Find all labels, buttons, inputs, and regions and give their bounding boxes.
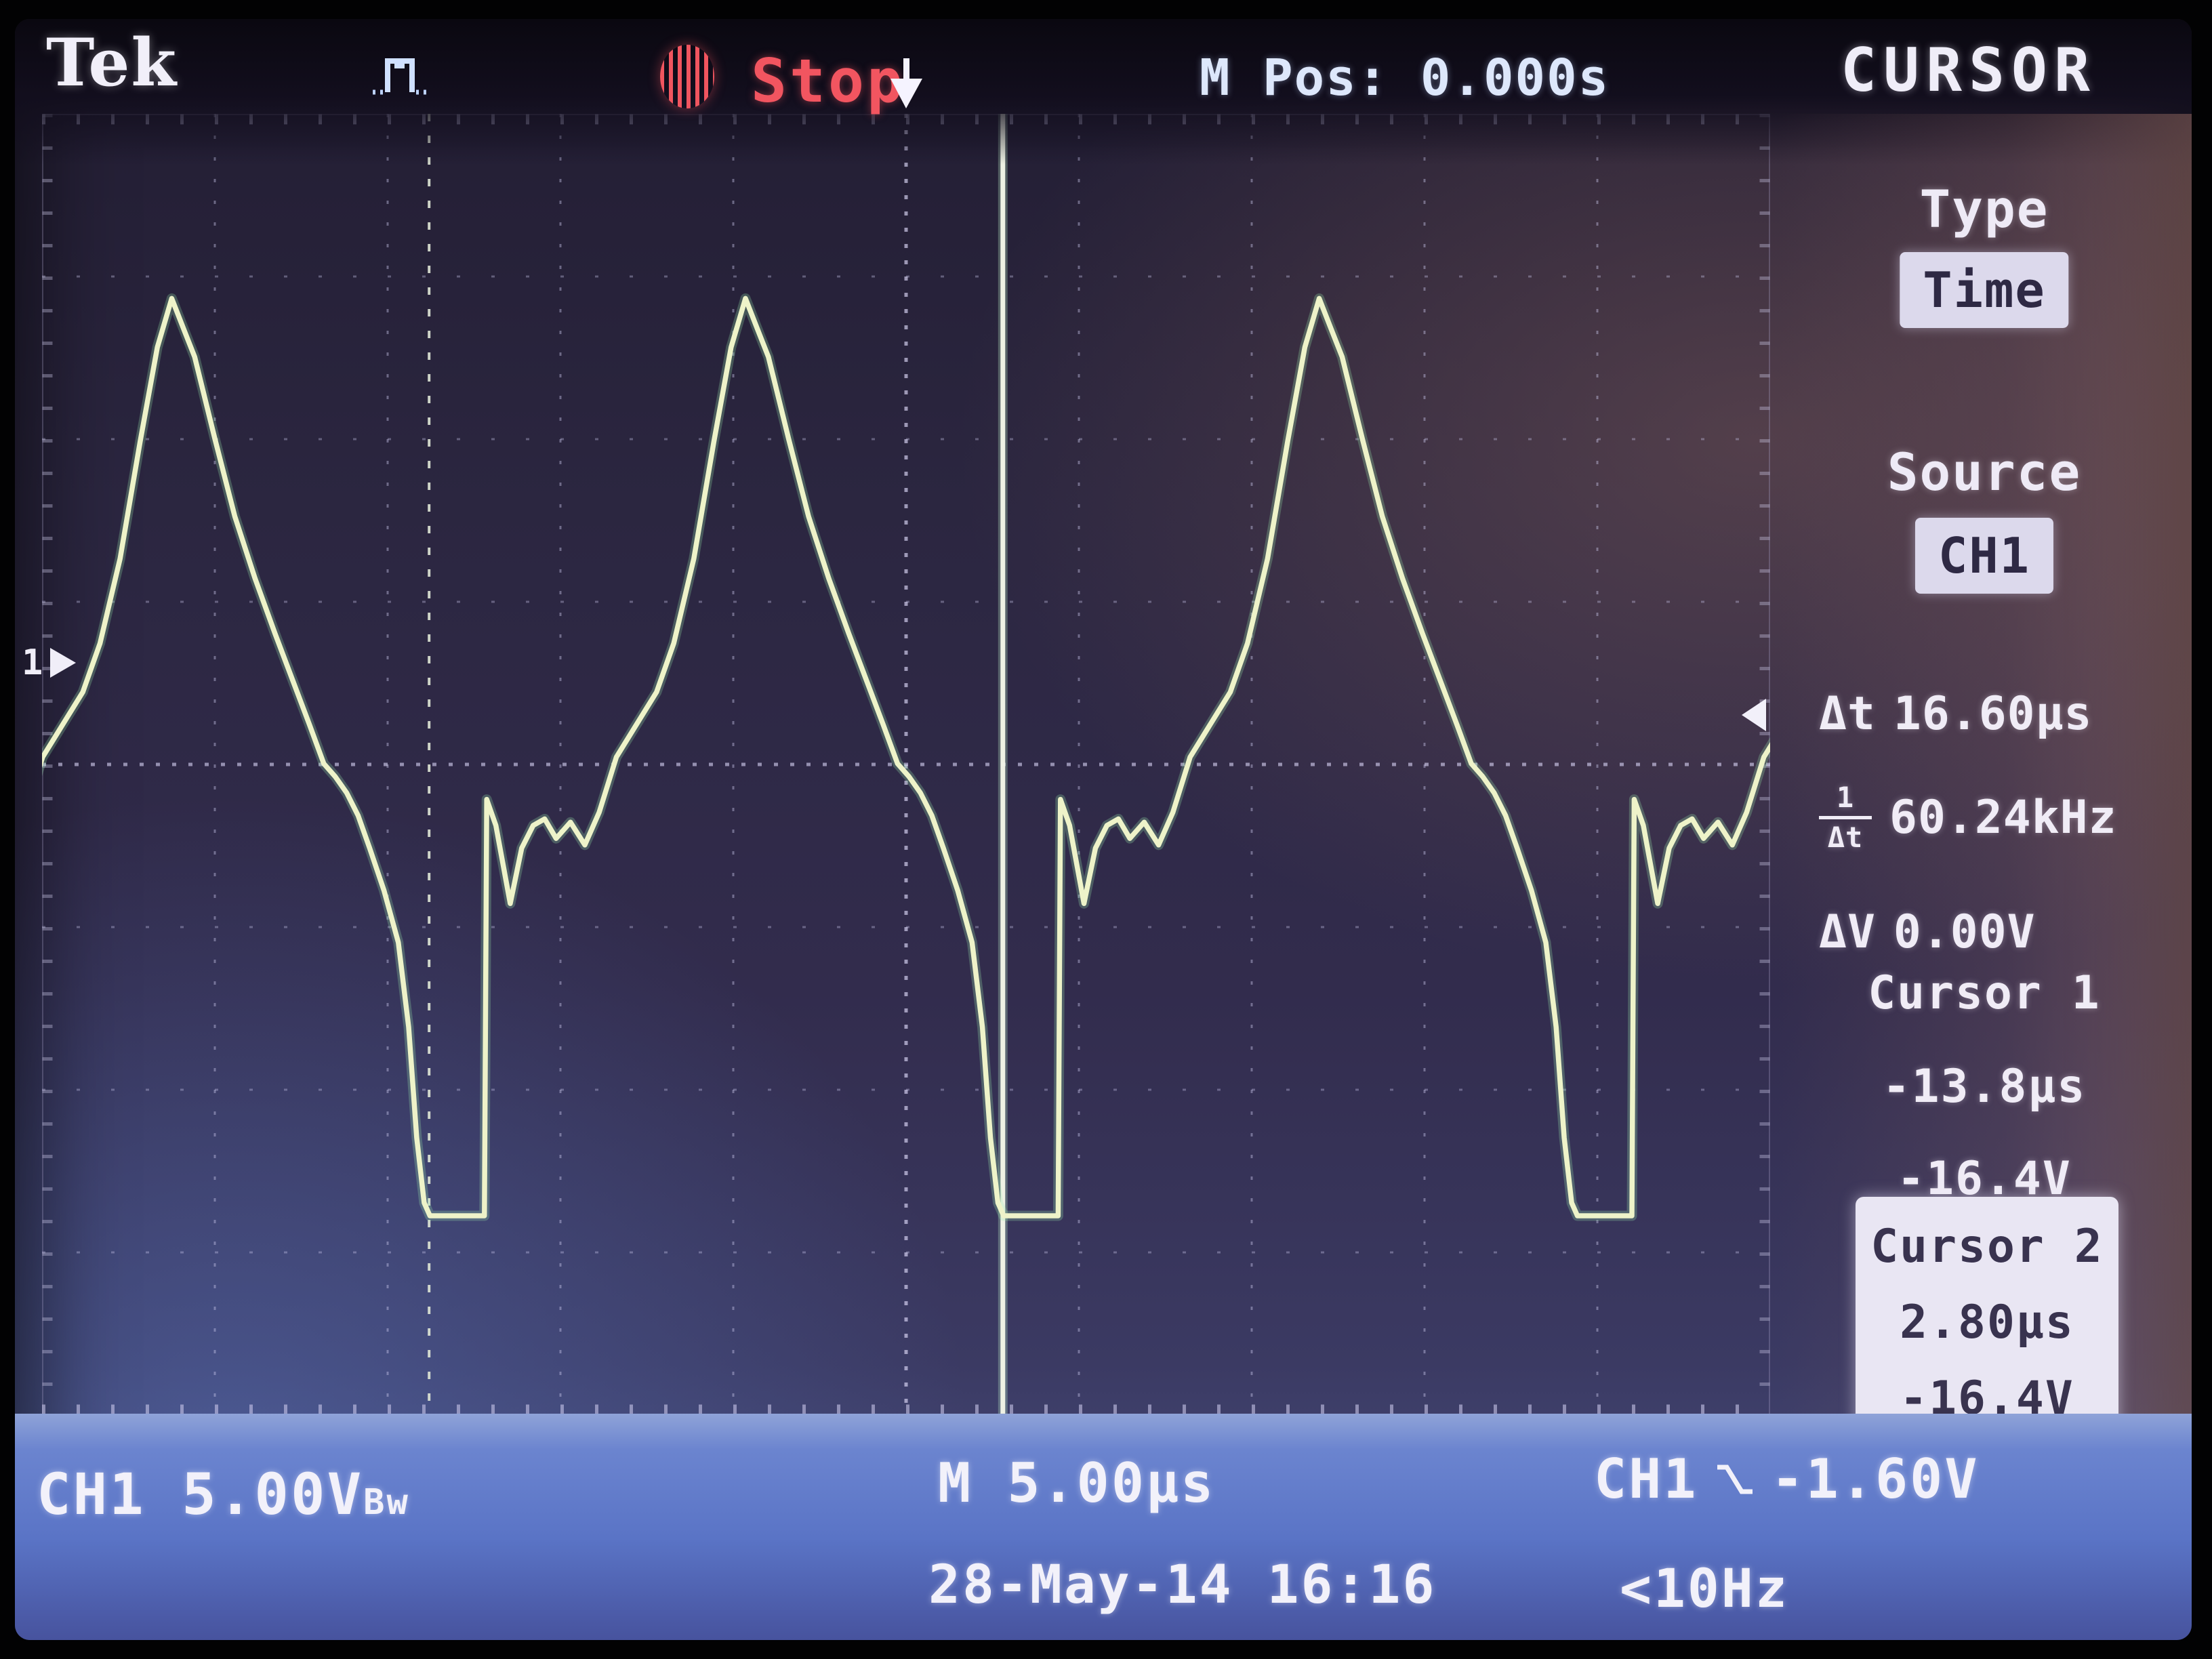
trigger-source: CH1 <box>1594 1448 1698 1511</box>
source-label: Source <box>1887 442 2082 502</box>
delta-t-icon: Δt <box>1819 687 1876 741</box>
type-label: Type <box>1919 179 2049 239</box>
one-over-delta-t-readout: 1 Δt 60.24kHz <box>1819 783 2117 852</box>
waveform-display <box>42 114 1770 1415</box>
type-value-button[interactable]: Time <box>1900 252 2069 328</box>
cursor1-volts: -16.4V <box>1897 1152 2072 1206</box>
cursor2-softkey-selected[interactable]: Cursor 2 2.80µs -16.4V <box>1856 1197 2118 1449</box>
delta-v-readout: ΔV 0.00V <box>1819 905 2036 959</box>
bw-limit-indicator: Bw <box>363 1482 410 1523</box>
cursor2-title: Cursor 2 <box>1870 1220 2104 1273</box>
delta-v-icon: ΔV <box>1819 905 1876 959</box>
trigger-level: -1.60V <box>1771 1448 1980 1511</box>
datetime: 28-May-14 16:16 <box>928 1555 1437 1616</box>
one-over-delta-t-value: 60.24kHz <box>1889 791 2117 844</box>
cursor-menu: Type Time Source CH1 Δt 16.60µs 1 Δt 60.… <box>1777 114 2192 1449</box>
trigger-frequency: <10Hz <box>1620 1559 1789 1620</box>
trigger-readout: CH1 -1.60V <box>1594 1448 1979 1511</box>
cursor1-title: Cursor 1 <box>1868 966 2101 1020</box>
bottom-status-bar: CH1 5.00VBw M 5.00µs CH1 -1.60V 28-May-1… <box>15 1414 2192 1640</box>
ch1-position-marker: 1 <box>18 642 83 685</box>
falling-edge-icon <box>1717 1465 1753 1494</box>
trigger-level-arrow-icon <box>1739 697 1769 735</box>
horizontal-position-readout: M Pos: 0.000s <box>1200 49 1610 107</box>
tek-logo: Tek <box>46 24 178 101</box>
delta-v-value: 0.00V <box>1893 905 2036 959</box>
trigger-pulse-icon <box>367 38 442 106</box>
delta-t-value: 16.60µs <box>1893 687 2093 741</box>
m-pos-arrow-icon <box>886 58 926 114</box>
top-status-bar: Tek Stop M Pos: 0.000s CURSOR <box>15 19 2192 165</box>
ch1-scale-readout: CH1 5.00VBw <box>37 1461 410 1528</box>
svg-text:1: 1 <box>22 643 43 682</box>
cursor1-time: -13.8µs <box>1882 1060 2087 1113</box>
one-over-delta-t-icon: 1 Δt <box>1819 783 1872 852</box>
oscilloscope-screen: Tek Stop M Pos: 0.000s CURSOR Type Time … <box>15 19 2192 1640</box>
waveform-svg <box>42 114 1770 1415</box>
timebase-readout: M 5.00µs <box>938 1452 1216 1515</box>
stop-status-icon <box>660 45 714 108</box>
menu-title: CURSOR <box>1841 35 2097 105</box>
source-value-button[interactable]: CH1 <box>1914 518 2054 594</box>
cursor2-time: 2.80µs <box>1900 1296 2074 1349</box>
delta-t-readout: Δt 16.60µs <box>1819 687 2092 741</box>
acquisition-status: Stop <box>751 46 905 116</box>
